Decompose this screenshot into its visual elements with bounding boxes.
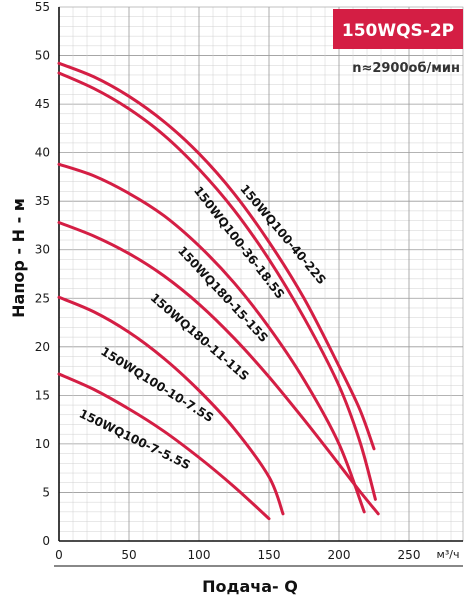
y-tick-label: 40 bbox=[35, 146, 50, 160]
series-lines bbox=[57, 61, 380, 521]
y-tick-label: 55 bbox=[35, 0, 50, 14]
y-tick-label: 50 bbox=[35, 49, 50, 63]
x-axis-title: Подача- Q bbox=[202, 577, 298, 596]
series-labels: 150WQ100-40-22S150WQ100-36-18.5S150WQ180… bbox=[77, 182, 329, 473]
series-line bbox=[57, 372, 271, 521]
x-tick-label: 250 bbox=[398, 548, 421, 562]
y-tick-label: 10 bbox=[35, 437, 50, 451]
chart-title: 150WQS-2P bbox=[342, 21, 454, 41]
y-tick-label: 0 bbox=[42, 534, 50, 548]
x-tick-label: 0 bbox=[55, 548, 63, 562]
y-tick-label: 30 bbox=[35, 243, 50, 257]
title-box: 150WQS-2P bbox=[333, 9, 463, 49]
y-tick-label: 45 bbox=[35, 97, 50, 111]
y-tick-label: 5 bbox=[42, 485, 50, 499]
y-tick-label: 25 bbox=[35, 291, 50, 305]
title-background bbox=[333, 9, 463, 49]
x-tick-label: 50 bbox=[121, 548, 136, 562]
y-axis-title: Напор - H - м bbox=[9, 198, 28, 318]
grid bbox=[59, 7, 463, 541]
x-tick-label: 100 bbox=[188, 548, 211, 562]
series-line bbox=[57, 162, 366, 514]
series-line bbox=[57, 61, 376, 451]
y-tick-label: 20 bbox=[35, 340, 50, 354]
x-tick-label: 150 bbox=[258, 548, 281, 562]
x-tick-labels: 0 50 100 150 200 250 bbox=[55, 548, 420, 562]
x-axis-unit: м³/ч bbox=[437, 548, 460, 561]
y-tick-labels: 0 5 10 15 20 25 30 35 40 45 50 55 bbox=[35, 0, 50, 548]
y-tick-label: 15 bbox=[35, 388, 50, 402]
series-line bbox=[57, 71, 377, 501]
x-tick-label: 200 bbox=[328, 548, 351, 562]
y-tick-label: 35 bbox=[35, 194, 50, 208]
series-line bbox=[57, 295, 285, 516]
series-line bbox=[57, 221, 380, 516]
chart-subtitle: n≈2900об/мин bbox=[352, 61, 460, 76]
